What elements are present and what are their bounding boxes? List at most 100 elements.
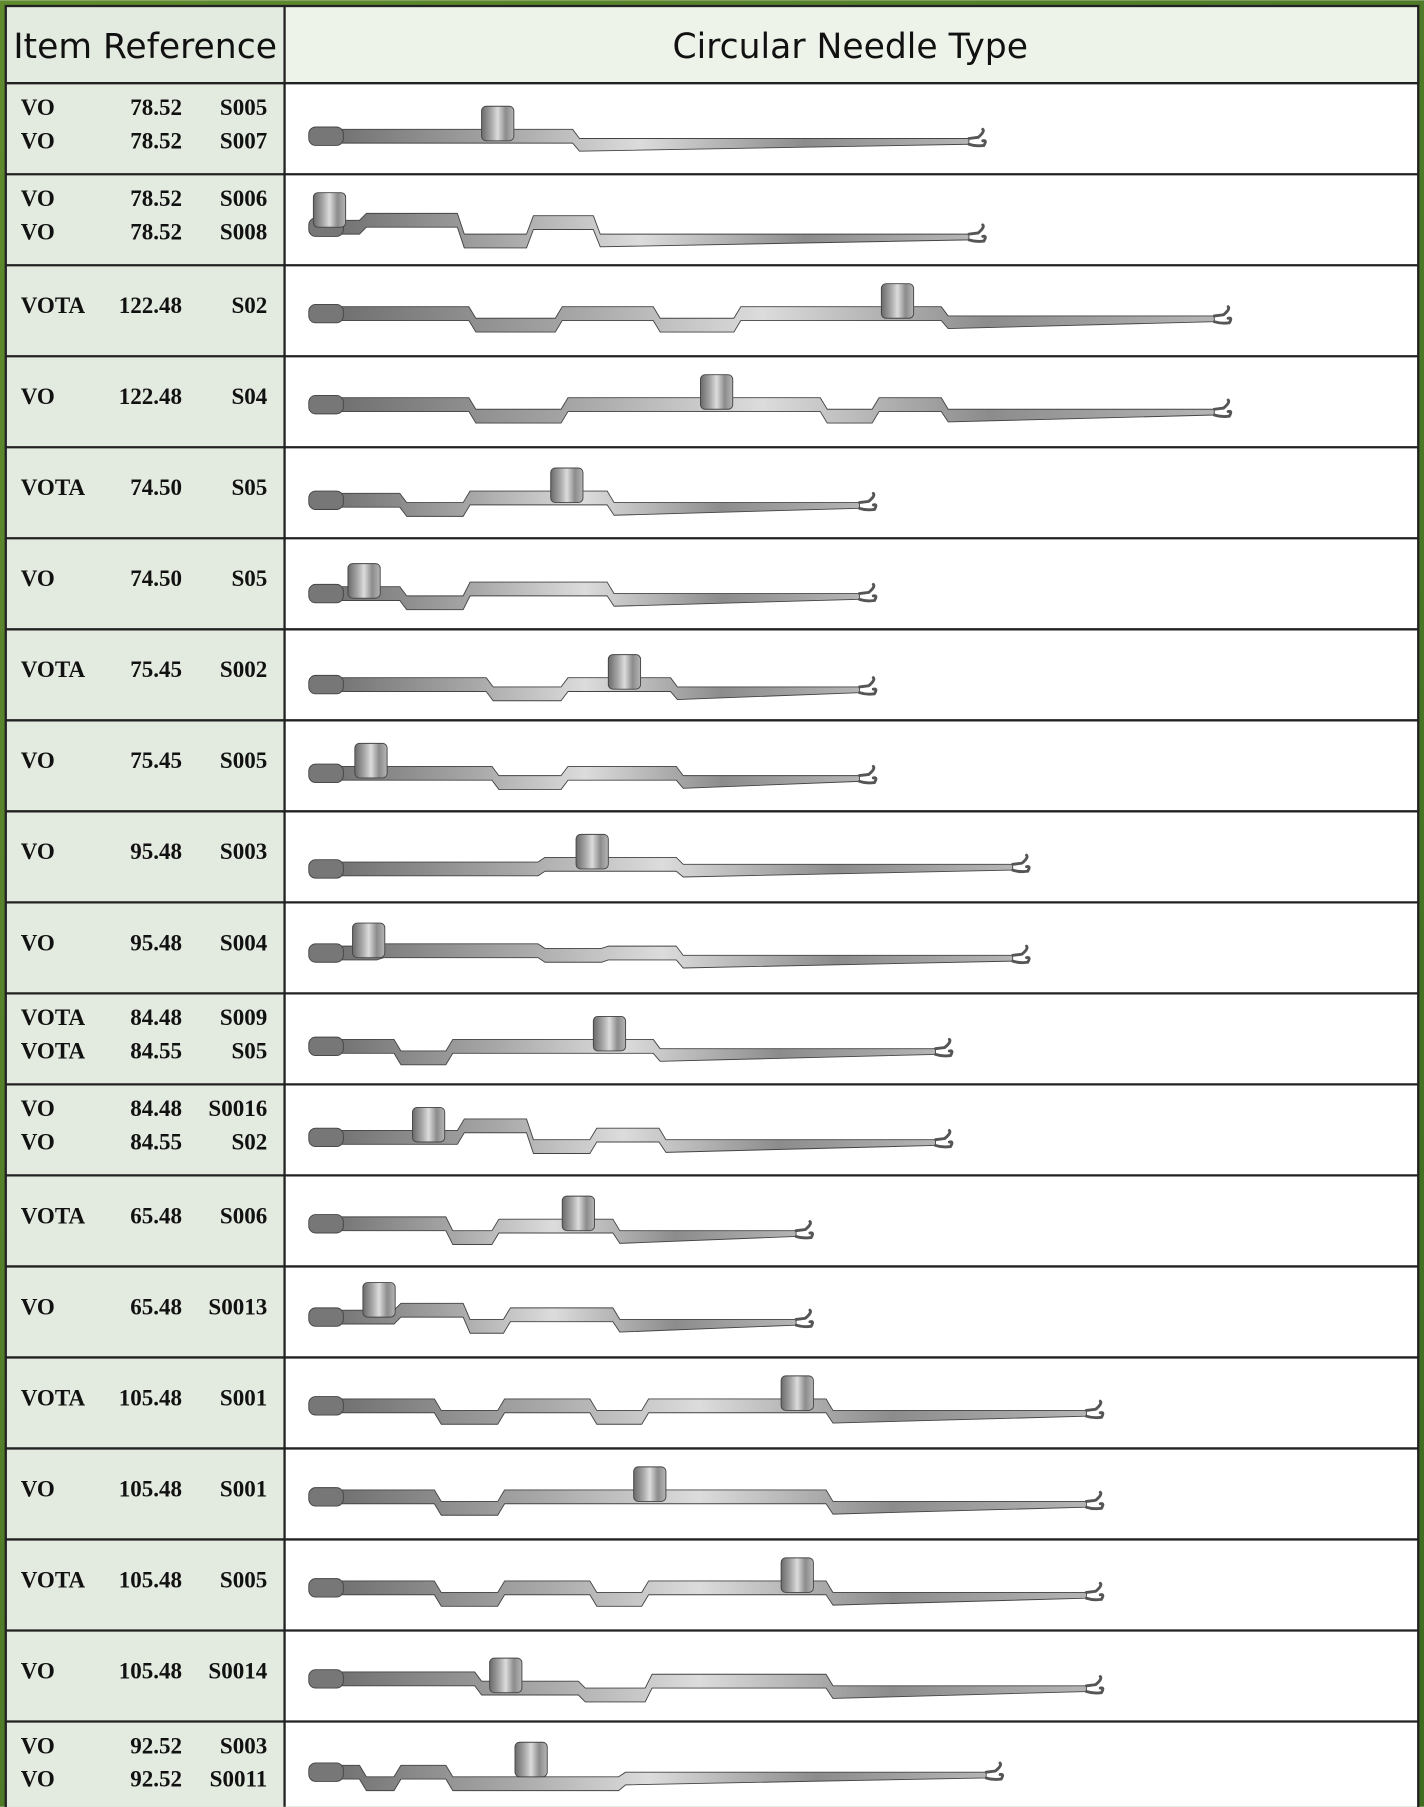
- item-code: S0013: [208, 1293, 267, 1319]
- needle-hook: [1212, 398, 1233, 418]
- size-value: 65.48: [130, 1293, 182, 1319]
- series-prefix: VOTA: [21, 474, 86, 500]
- needle-hook: [794, 1220, 814, 1240]
- needle-hook: [1011, 944, 1031, 965]
- item-code: S05: [231, 1038, 267, 1064]
- item-code: S009: [220, 1004, 267, 1030]
- item-code: S003: [220, 1732, 267, 1758]
- size-value: 75.45: [130, 747, 182, 773]
- size-value: 84.48: [130, 1095, 182, 1121]
- item-code: S004: [220, 929, 268, 955]
- needle-butt: [481, 105, 515, 142]
- size-value: 84.48: [130, 1004, 182, 1030]
- series-prefix: VOTA: [21, 1566, 86, 1592]
- needle-butt: [354, 742, 388, 779]
- item-code: S0014: [208, 1657, 267, 1683]
- needle-butt: [352, 922, 386, 959]
- series-prefix: VO: [21, 1766, 55, 1792]
- size-value: 78.52: [130, 94, 182, 120]
- series-prefix: VO: [21, 838, 55, 864]
- needle-butt: [700, 374, 734, 410]
- needle-butt: [489, 1657, 523, 1694]
- series-prefix: VO: [21, 383, 55, 409]
- needle-head: [308, 1487, 344, 1507]
- size-value: 65.48: [130, 1202, 182, 1228]
- series-prefix: VOTA: [21, 1004, 86, 1030]
- item-code: S005: [220, 94, 267, 120]
- needle-head: [308, 859, 344, 879]
- size-value: 105.48: [119, 1475, 182, 1501]
- item-code: S008: [220, 218, 267, 244]
- item-code: S02: [231, 292, 267, 318]
- size-value: 84.55: [130, 1038, 182, 1064]
- needle-hook: [858, 491, 878, 512]
- table-border: [4, 4, 1420, 1807]
- needle-hook: [1084, 1675, 1105, 1695]
- needle-butt: [347, 563, 381, 599]
- needle-head: [308, 583, 344, 604]
- needle-butt: [561, 1195, 595, 1232]
- series-prefix: VO: [21, 218, 55, 244]
- series-prefix: VO: [21, 1293, 55, 1319]
- series-prefix: VO: [21, 1095, 55, 1121]
- needle-head: [308, 943, 344, 963]
- needle-head: [308, 763, 344, 783]
- size-value: 75.45: [130, 656, 182, 682]
- series-prefix: VO: [21, 747, 55, 773]
- size-value: 92.52: [130, 1766, 182, 1792]
- needle-butt: [514, 1741, 548, 1778]
- needle-butt: [575, 833, 609, 870]
- series-prefix: VO: [21, 94, 55, 120]
- needle-head: [308, 1396, 344, 1416]
- needle-head: [308, 490, 344, 510]
- needle-head: [308, 674, 344, 695]
- needle-head: [308, 1214, 344, 1234]
- reference-column: [5, 6, 285, 1807]
- series-prefix: VOTA: [21, 292, 86, 318]
- needle-hook: [934, 1038, 954, 1058]
- header-needle-type: Circular Needle Type: [673, 27, 1028, 67]
- needle-hook: [967, 127, 987, 148]
- item-code: S05: [231, 474, 267, 500]
- needle-butt: [880, 283, 915, 319]
- header-cell: [284, 6, 1419, 84]
- size-value: 105.48: [119, 1657, 182, 1683]
- needle-hook: [967, 223, 987, 243]
- item-code: S001: [220, 1475, 267, 1501]
- size-value: 122.48: [119, 383, 182, 409]
- needle-head: [308, 303, 344, 324]
- needle-head: [308, 1669, 344, 1689]
- series-prefix: VO: [21, 1732, 55, 1758]
- size-value: 84.55: [130, 1129, 182, 1155]
- needle-hook: [858, 582, 878, 603]
- item-code: S003: [220, 838, 267, 864]
- needle-head: [308, 1127, 344, 1148]
- item-code: S006: [220, 185, 267, 211]
- needle-butt: [592, 1015, 627, 1052]
- needle-head: [308, 1307, 344, 1327]
- needle-butt: [362, 1282, 396, 1318]
- series-prefix: VO: [21, 185, 55, 211]
- item-code: S007: [220, 127, 267, 153]
- needle-butt: [312, 192, 347, 228]
- item-code: S005: [220, 747, 267, 773]
- size-value: 122.48: [119, 292, 182, 318]
- needle-butt: [780, 1375, 814, 1411]
- item-code: S002: [220, 656, 267, 682]
- needle-butt: [411, 1106, 446, 1143]
- needle-hook: [1084, 1399, 1105, 1420]
- needle-butt: [607, 654, 642, 690]
- series-prefix: VOTA: [21, 1038, 86, 1064]
- series-prefix: VOTA: [21, 656, 86, 682]
- needle-butt: [633, 1466, 667, 1502]
- needle-head: [308, 1762, 344, 1782]
- size-value: 78.52: [130, 185, 182, 211]
- needle-head: [308, 1578, 344, 1598]
- item-code: S05: [231, 565, 267, 591]
- size-value: 105.48: [119, 1384, 182, 1410]
- needle-hook: [1084, 1581, 1105, 1602]
- size-value: 95.48: [130, 838, 182, 864]
- needle-hook: [1084, 1490, 1105, 1511]
